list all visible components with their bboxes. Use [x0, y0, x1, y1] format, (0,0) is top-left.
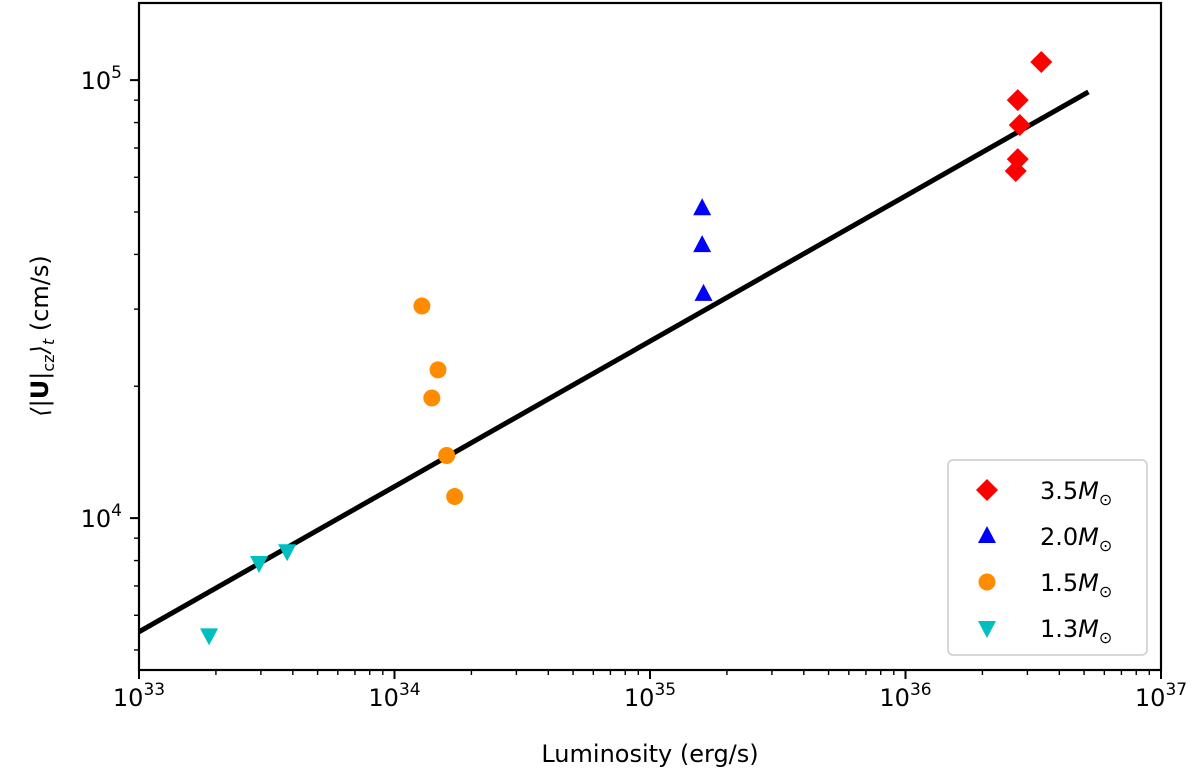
x-tick-label: 1035 [624, 680, 676, 712]
data-point-circle [429, 361, 447, 379]
y-tick-label: 104 [81, 501, 122, 533]
data-point-triangle-up [694, 283, 713, 301]
data-point-diamond [1008, 113, 1031, 136]
data-point-diamond [1006, 89, 1029, 112]
legend-marker-circle [978, 573, 996, 591]
legend-label: 1.5M⊙ [1040, 569, 1112, 601]
data-point-circle [446, 488, 464, 506]
legend-label: 1.3M⊙ [1040, 615, 1112, 647]
data-point-circle [423, 389, 441, 407]
x-tick-label: 1036 [879, 680, 931, 712]
data-point-circle [438, 446, 456, 464]
y-tick-label: 105 [81, 63, 122, 95]
y-axis-math: ⟨|U|cz⟩t [26, 338, 58, 417]
y-axis-label: ⟨|U|cz⟩t (cm/s) [26, 255, 58, 416]
x-tick-label: 1037 [1135, 680, 1187, 712]
data-point-triangle-down [200, 628, 219, 646]
legend: 3.5M⊙ 2.0M⊙ 1.5M⊙ 1.3M⊙ [947, 459, 1148, 656]
x-axis-label: Luminosity (erg/s) [541, 740, 758, 768]
legend-marker-diamond [976, 479, 998, 501]
data-point-circle [413, 297, 431, 315]
legend-label: 2.0M⊙ [1040, 523, 1112, 555]
data-point-diamond [1030, 50, 1053, 73]
legend-marker-triangle-down [978, 621, 996, 638]
svg-text:⟨|U|cz⟩t (cm/s): ⟨|U|cz⟩t (cm/s) [26, 255, 58, 416]
data-point-triangle-up [693, 235, 712, 253]
x-tick-label: 1033 [113, 680, 165, 712]
legend-label: 3.5M⊙ [1040, 477, 1112, 509]
legend-marker-triangle-up [978, 526, 996, 543]
data-points [200, 50, 1053, 646]
data-point-triangle-down [250, 555, 269, 573]
data-point-triangle-up [693, 198, 712, 216]
data-point-diamond [1004, 160, 1027, 183]
data-point-triangle-down [278, 544, 297, 562]
fit-line-group [137, 89, 1090, 635]
legend-box [947, 459, 1148, 656]
fit-line [137, 89, 1090, 635]
x-tick-label: 1034 [368, 680, 420, 712]
y-axis-units: (cm/s) [26, 255, 54, 339]
axis-ticks: 1033 1034 1035 1036 1037 104 105 [81, 63, 1187, 712]
